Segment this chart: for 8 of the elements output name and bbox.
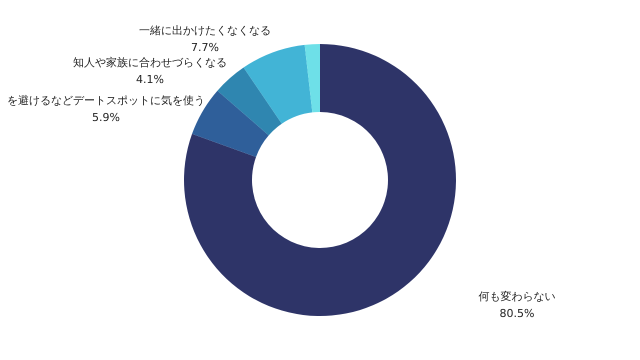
- data-label: 80.5%: [500, 307, 534, 320]
- data-label: 4.1%: [136, 73, 164, 86]
- slice-label: を避けるなどデートスポットに気を使う: [7, 94, 205, 107]
- slice-label: 知人や家族に合わせづらくなる: [73, 56, 227, 69]
- data-label: 5.9%: [92, 111, 120, 124]
- slice-label: 一緒に出かけたくなくなる: [139, 24, 271, 37]
- data-label: 7.7%: [191, 41, 219, 54]
- slice-label: 何も変わらない: [478, 290, 556, 303]
